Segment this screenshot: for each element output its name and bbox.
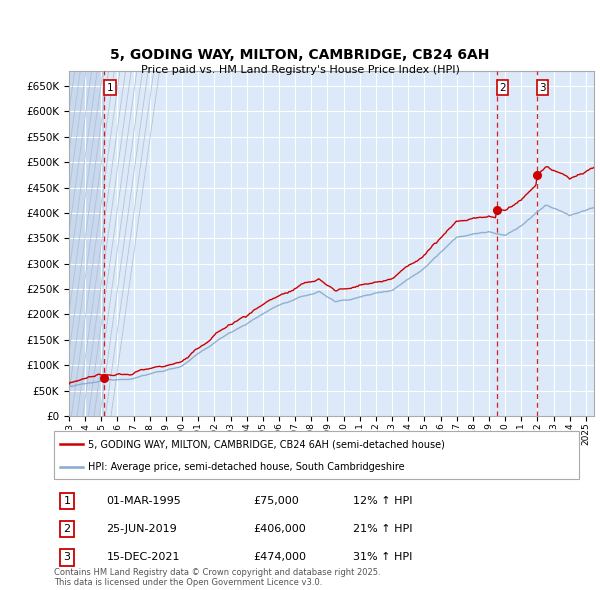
Text: Price paid vs. HM Land Registry's House Price Index (HPI): Price paid vs. HM Land Registry's House … bbox=[140, 65, 460, 75]
Text: 3: 3 bbox=[64, 552, 71, 562]
Text: 21% ↑ HPI: 21% ↑ HPI bbox=[353, 524, 413, 534]
Text: 12% ↑ HPI: 12% ↑ HPI bbox=[353, 496, 413, 506]
Text: 5, GODING WAY, MILTON, CAMBRIDGE, CB24 6AH (semi-detached house): 5, GODING WAY, MILTON, CAMBRIDGE, CB24 6… bbox=[88, 439, 445, 449]
FancyBboxPatch shape bbox=[54, 431, 579, 479]
Text: 2: 2 bbox=[499, 83, 506, 93]
Text: £474,000: £474,000 bbox=[254, 552, 307, 562]
Text: 25-JUN-2019: 25-JUN-2019 bbox=[107, 524, 177, 534]
Text: Contains HM Land Registry data © Crown copyright and database right 2025.
This d: Contains HM Land Registry data © Crown c… bbox=[54, 568, 380, 587]
Text: 3: 3 bbox=[539, 83, 546, 93]
Text: 2: 2 bbox=[64, 524, 71, 534]
Text: 15-DEC-2021: 15-DEC-2021 bbox=[107, 552, 180, 562]
Text: 31% ↑ HPI: 31% ↑ HPI bbox=[353, 552, 413, 562]
Text: 1: 1 bbox=[64, 496, 71, 506]
Text: 5, GODING WAY, MILTON, CAMBRIDGE, CB24 6AH: 5, GODING WAY, MILTON, CAMBRIDGE, CB24 6… bbox=[110, 48, 490, 62]
Text: £406,000: £406,000 bbox=[254, 524, 306, 534]
Text: 01-MAR-1995: 01-MAR-1995 bbox=[107, 496, 181, 506]
Text: £75,000: £75,000 bbox=[254, 496, 299, 506]
Text: HPI: Average price, semi-detached house, South Cambridgeshire: HPI: Average price, semi-detached house,… bbox=[88, 462, 405, 472]
Text: 1: 1 bbox=[106, 83, 113, 93]
Bar bbox=[69, 71, 104, 416]
